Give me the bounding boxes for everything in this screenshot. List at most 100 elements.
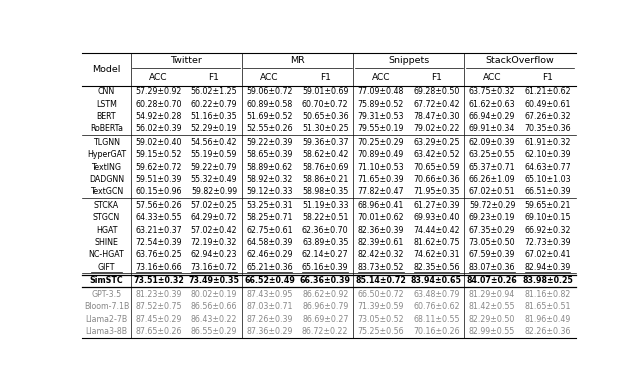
Text: 62.94±0.23: 62.94±0.23 [191, 250, 237, 259]
Text: 58.76±0.69: 58.76±0.69 [302, 163, 348, 172]
Text: 58.86±0.21: 58.86±0.21 [302, 175, 348, 184]
Text: 77.09±0.48: 77.09±0.48 [358, 87, 404, 96]
Text: 67.26±0.32: 67.26±0.32 [524, 112, 571, 121]
Text: 66.52±0.49: 66.52±0.49 [244, 276, 295, 285]
Text: 70.25±0.29: 70.25±0.29 [358, 138, 404, 147]
Text: 70.66±0.36: 70.66±0.36 [413, 175, 460, 184]
Text: 87.52±0.75: 87.52±0.75 [135, 303, 182, 311]
Text: 73.16±0.66: 73.16±0.66 [135, 263, 182, 272]
Text: 70.16±0.26: 70.16±0.26 [413, 327, 460, 336]
Text: 70.89±0.49: 70.89±0.49 [358, 150, 404, 159]
Text: 82.36±0.39: 82.36±0.39 [358, 226, 404, 235]
Text: 82.94±0.39: 82.94±0.39 [525, 263, 571, 272]
Text: 67.72±0.42: 67.72±0.42 [413, 100, 460, 109]
Text: 82.99±0.55: 82.99±0.55 [469, 327, 515, 336]
Text: 65.16±0.39: 65.16±0.39 [302, 263, 349, 272]
Text: 60.28±0.70: 60.28±0.70 [135, 100, 182, 109]
Text: SHINE: SHINE [95, 238, 118, 247]
Text: 66.51±0.39: 66.51±0.39 [524, 187, 571, 196]
Text: F1: F1 [209, 73, 220, 82]
Text: 86.55±0.29: 86.55±0.29 [191, 327, 237, 336]
Text: 71.65±0.39: 71.65±0.39 [358, 175, 404, 184]
Text: 66.26±1.09: 66.26±1.09 [469, 175, 515, 184]
Text: 86.72±0.22: 86.72±0.22 [302, 327, 349, 336]
Text: 80.02±0.19: 80.02±0.19 [191, 290, 237, 299]
Text: CNN: CNN [98, 87, 115, 96]
Text: 62.46±0.29: 62.46±0.29 [246, 250, 293, 259]
Text: 51.69±0.52: 51.69±0.52 [246, 112, 293, 121]
Text: 52.29±0.19: 52.29±0.19 [191, 124, 237, 133]
Text: 73.16±0.72: 73.16±0.72 [191, 263, 237, 272]
Text: 65.21±0.36: 65.21±0.36 [246, 263, 293, 272]
Text: 62.10±0.39: 62.10±0.39 [524, 150, 571, 159]
Text: 61.21±0.62: 61.21±0.62 [524, 87, 571, 96]
Text: 69.28±0.50: 69.28±0.50 [413, 87, 460, 96]
Text: 73.49±0.35: 73.49±0.35 [189, 276, 239, 285]
Text: 59.22±0.79: 59.22±0.79 [191, 163, 237, 172]
Text: 63.76±0.25: 63.76±0.25 [135, 250, 182, 259]
Text: 60.70±0.72: 60.70±0.72 [302, 100, 349, 109]
Text: 78.47±0.30: 78.47±0.30 [413, 112, 460, 121]
Text: 73.05±0.50: 73.05±0.50 [468, 238, 515, 247]
Text: 83.07±0.36: 83.07±0.36 [469, 263, 515, 272]
Text: 60.76±0.62: 60.76±0.62 [413, 303, 460, 311]
Text: 64.29±0.72: 64.29±0.72 [191, 213, 237, 223]
Text: 82.39±0.61: 82.39±0.61 [358, 238, 404, 247]
Text: 58.98±0.35: 58.98±0.35 [302, 187, 348, 196]
Text: 51.16±0.35: 51.16±0.35 [191, 112, 237, 121]
Text: 81.16±0.82: 81.16±0.82 [525, 290, 571, 299]
Text: 63.48±0.79: 63.48±0.79 [413, 290, 460, 299]
Text: 67.02±0.51: 67.02±0.51 [468, 187, 515, 196]
Text: 63.89±0.35: 63.89±0.35 [302, 238, 348, 247]
Text: 57.56±0.26: 57.56±0.26 [135, 201, 182, 210]
Text: 87.45±0.29: 87.45±0.29 [135, 315, 182, 324]
Text: 62.09±0.39: 62.09±0.39 [469, 138, 515, 147]
Text: 73.51±0.32: 73.51±0.32 [133, 276, 184, 285]
Text: 63.21±0.37: 63.21±0.37 [135, 226, 182, 235]
Text: 58.62±0.42: 58.62±0.42 [302, 150, 349, 159]
Text: 66.50±0.72: 66.50±0.72 [358, 290, 404, 299]
Text: 60.49±0.61: 60.49±0.61 [524, 100, 571, 109]
Text: 62.14±0.27: 62.14±0.27 [302, 250, 349, 259]
Text: TLGNN: TLGNN [93, 138, 120, 147]
Text: 59.62±0.72: 59.62±0.72 [135, 163, 182, 172]
Text: 60.22±0.79: 60.22±0.79 [191, 100, 237, 109]
Text: 69.93±0.40: 69.93±0.40 [413, 213, 460, 223]
Text: 54.92±0.28: 54.92±0.28 [135, 112, 182, 121]
Text: NC-HGAT: NC-HGAT [89, 250, 124, 259]
Text: LSTM: LSTM [96, 100, 117, 109]
Text: 51.19±0.33: 51.19±0.33 [302, 201, 349, 210]
Text: 53.25±0.31: 53.25±0.31 [246, 201, 293, 210]
Text: 58.22±0.51: 58.22±0.51 [302, 213, 349, 223]
Text: 61.91±0.32: 61.91±0.32 [524, 138, 571, 147]
Text: 59.36±0.37: 59.36±0.37 [302, 138, 349, 147]
Text: F1: F1 [431, 73, 442, 82]
Text: 83.94±0.65: 83.94±0.65 [411, 276, 462, 285]
Text: 66.94±0.29: 66.94±0.29 [469, 112, 515, 121]
Text: 87.36±0.29: 87.36±0.29 [246, 327, 293, 336]
Text: 67.02±0.41: 67.02±0.41 [524, 250, 571, 259]
Text: 81.23±0.39: 81.23±0.39 [135, 290, 182, 299]
Text: 59.15±0.52: 59.15±0.52 [135, 150, 182, 159]
Text: 79.02±0.22: 79.02±0.22 [413, 124, 460, 133]
Text: 59.06±0.72: 59.06±0.72 [246, 87, 293, 96]
Text: 58.89±0.62: 58.89±0.62 [246, 163, 292, 172]
Text: Bloom-7.1B: Bloom-7.1B [84, 303, 129, 311]
Text: GIFT: GIFT [98, 263, 115, 272]
Text: 87.43±0.95: 87.43±0.95 [246, 290, 293, 299]
Text: 63.42±0.52: 63.42±0.52 [413, 150, 460, 159]
Text: Snippets: Snippets [388, 56, 429, 66]
Text: 85.14±0.72: 85.14±0.72 [355, 276, 406, 285]
Text: MR: MR [290, 56, 305, 66]
Text: TextING: TextING [92, 163, 122, 172]
Text: 65.10±1.03: 65.10±1.03 [524, 175, 571, 184]
Text: ACC: ACC [372, 73, 390, 82]
Text: HyperGAT: HyperGAT [87, 150, 126, 159]
Text: 81.42±0.55: 81.42±0.55 [469, 303, 515, 311]
Text: 63.25±0.55: 63.25±0.55 [468, 150, 515, 159]
Text: 72.19±0.32: 72.19±0.32 [191, 238, 237, 247]
Text: 81.62±0.75: 81.62±0.75 [413, 238, 460, 247]
Text: 56.02±1.25: 56.02±1.25 [191, 87, 237, 96]
Text: 81.65±0.51: 81.65±0.51 [524, 303, 571, 311]
Text: 65.37±0.71: 65.37±0.71 [468, 163, 515, 172]
